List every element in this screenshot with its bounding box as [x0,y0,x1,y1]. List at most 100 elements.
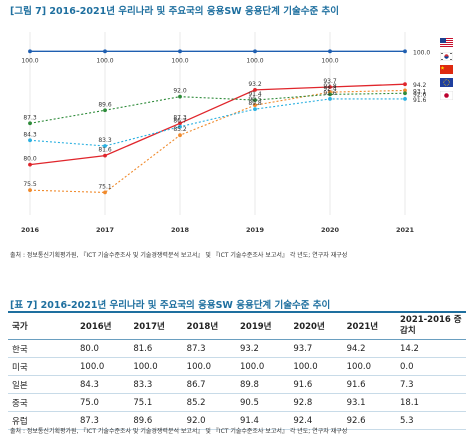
table-cell: 91.6 [289,375,343,394]
data-label: 93.1 [413,88,427,95]
table-row: 유럽 87.3 89.6 92.0 91.4 92.4 92.6 5.3 [8,411,466,430]
series-line-유럽 [29,92,406,124]
table-cell: 한국 [8,339,76,358]
data-point [253,103,257,108]
data-label: 94.2 [413,82,427,89]
data-point [103,108,107,113]
data-label: 84.3 [23,131,37,138]
table-cell: 75.0 [76,393,130,412]
data-point [103,190,107,195]
table-header-cell: 2021-2016 증감치 [396,311,466,340]
data-point [28,138,32,143]
data-label: 91.6 [413,97,427,104]
data-table: 국가 2016년 2017년 2018년 2019년 2020년 2021년 2… [8,311,466,430]
table-cell: 92.4 [289,411,343,430]
table-header-cell: 2020년 [289,311,343,340]
data-label: 100.0 [21,57,38,64]
table-cell: 93.7 [289,339,343,358]
x-tick-label: 2020 [321,226,340,234]
data-point [328,49,332,54]
data-point [253,98,257,102]
data-point [403,88,407,93]
data-label: 87.3 [23,114,37,121]
table-cell: 100.0 [76,357,130,376]
data-point [28,188,32,193]
series-line-일본 [29,98,405,147]
table-cell: 100.0 [129,357,183,376]
table-cell: 100.0 [342,357,396,376]
data-point [253,49,257,54]
table-cell: 93.1 [342,393,396,412]
x-tick-label: 2017 [96,226,114,234]
table-cell: 일본 [8,375,76,394]
data-point [28,121,32,126]
data-label: 89.6 [98,101,112,108]
table-cell: 87.3 [76,411,130,430]
table-cell: 86.7 [182,375,236,394]
table-cell: 100.0 [182,357,236,376]
us-flag-icon [440,32,453,47]
data-label: 93.7 [323,78,337,85]
table-cell: 87.3 [182,339,236,358]
figure-source: 출처 : 정보통신기획평가원, 『ICT 기술수준조사 및 기술경쟁력분석 보고… [10,252,348,259]
data-label: 92.6 [413,91,427,98]
table-cell: 5.3 [396,411,466,430]
data-point [328,85,332,89]
data-point [103,49,107,54]
table-cell: 91.4 [235,411,290,430]
table-cell: 92.8 [289,393,343,412]
data-label: 91.6 [323,90,337,97]
data-label: 100.0 [321,57,338,64]
table-cell: 75.1 [129,393,183,412]
table-header-cell: 2018년 [182,311,236,340]
table-source: 출처 : 정보통신기획평가원, 『ICT 기술수준조사 및 기술경쟁력분석 보고… [10,428,348,435]
table-header-row: 국가 2016년 2017년 2018년 2019년 2020년 2021년 2… [8,311,466,340]
table-cell: 0.0 [396,357,466,376]
china-flag-icon [440,59,453,74]
data-label: 81.6 [98,147,112,154]
table-header-cell: 2017년 [129,311,183,340]
data-label: 92.8 [323,83,337,90]
table-cell: 100.0 [289,357,343,376]
table-header-cell: 국가 [8,311,76,340]
table-cell: 유럽 [8,411,76,430]
data-point [403,82,407,87]
data-label: 75.5 [23,181,37,188]
series-line-중국 [29,89,406,193]
data-point [178,49,182,54]
table-cell: 90.5 [235,393,290,412]
table-cell: 93.2 [235,339,290,358]
data-label: 90.5 [248,96,262,103]
table-cell: 7.3 [396,375,466,394]
figure-title: [그림 7] 2016-2021년 우리나라 및 주요국의 응용SW 응용단계 … [10,6,339,17]
data-point [403,91,407,96]
data-point [403,49,407,54]
data-point [178,94,182,99]
table-cell: 80.0 [76,339,130,358]
data-point [178,121,182,126]
table-row: 일본 84.3 83.3 86.7 89.8 91.6 91.6 7.3 [8,375,466,394]
table-cell: 89.8 [235,375,290,394]
data-point [28,49,32,54]
table-header-cell: 2016년 [76,311,130,340]
data-label: 80.0 [23,156,37,163]
table-cell: 89.6 [129,411,183,430]
table-cell: 84.3 [76,375,130,394]
data-point [178,133,182,138]
data-label: 86.7 [173,118,187,125]
table-row: 미국 100.0 100.0 100.0 100.0 100.0 100.0 0… [8,357,466,376]
x-tick-label: 2019 [246,226,265,234]
data-label: 75.1 [98,183,112,190]
table-cell: 14.2 [396,339,466,358]
eu-flag-icon [440,72,453,87]
line-chart: 100.0 100.0 100.0 100.0 100.0 100.0 87.3 84.3 80… [21,32,430,234]
table-cell: 100.0 [235,357,290,376]
table-header-cell: 2021년 [342,311,396,340]
data-label: 100.0 [96,57,113,64]
data-point [253,87,257,92]
data-label: 100.0 [246,57,263,64]
data-label: 87.3 [173,114,187,121]
data-label: 100.0 [413,49,430,56]
table-cell: 85.2 [182,393,236,412]
x-tick-label: 2016 [21,226,40,234]
